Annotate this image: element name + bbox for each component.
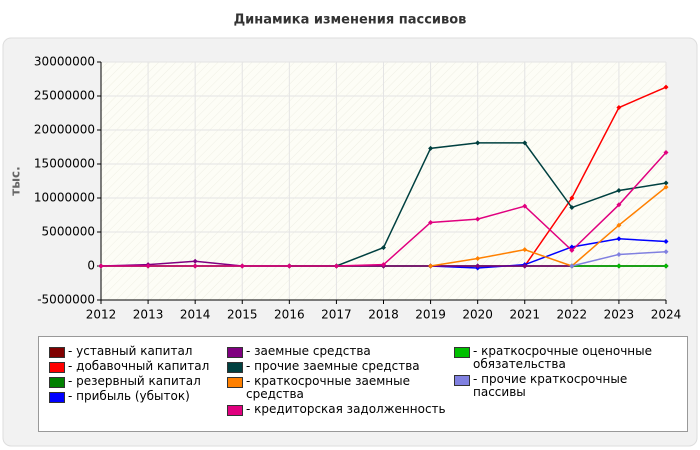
x-tick-label: 2019 [415, 308, 446, 322]
data-point [663, 239, 669, 245]
data-point [569, 195, 575, 201]
data-point [98, 263, 104, 269]
legend-swatch [227, 362, 243, 373]
legend-item: заемные средства [227, 345, 454, 358]
series-line [430, 186, 667, 267]
data-point [522, 263, 528, 269]
data-point [333, 263, 339, 269]
data-point [522, 140, 528, 146]
y-axis-label: тыс. [9, 166, 23, 195]
legend-label: краткосрочные оценочные обязательства [473, 345, 653, 371]
legend-column: краткосрочные оценочные обязательствапро… [454, 345, 654, 431]
data-point [616, 105, 622, 111]
data-point [428, 263, 434, 269]
data-point [616, 222, 622, 228]
data-point [428, 219, 434, 225]
data-point [616, 251, 622, 257]
x-tick-label: 2024 [651, 308, 682, 322]
legend-swatch [227, 347, 243, 358]
legend-item: краткосрочные оценочные обязательства [454, 345, 654, 371]
data-point [475, 263, 481, 269]
legend-swatch [49, 392, 65, 403]
x-tick-label: 2012 [86, 308, 117, 322]
x-tick-label: 2020 [462, 308, 493, 322]
data-point [663, 184, 669, 190]
legend-label: уставный капитал [68, 345, 192, 358]
data-point [381, 245, 386, 251]
y-tick-label: 15000000 [34, 157, 95, 171]
data-point [569, 205, 575, 211]
y-tick-label: 5000000 [42, 225, 95, 239]
legend-label: прочие краткосрочные пассивы [473, 373, 653, 399]
legend-item: уставный капитал [49, 345, 227, 358]
data-point [522, 203, 528, 209]
legend-label: кредиторская задолженность [246, 403, 445, 416]
data-point [381, 262, 386, 268]
legend-swatch [49, 362, 65, 373]
x-tick-label: 2022 [557, 308, 588, 322]
x-tick-label: 2018 [368, 308, 399, 322]
x-tick-label: 2017 [321, 308, 352, 322]
legend-label: добавочный капитал [68, 360, 209, 373]
legend-item: прочие краткосрочные пассивы [454, 373, 654, 399]
y-tick-label: 0 [87, 259, 95, 273]
data-point [192, 258, 198, 264]
legend-label: прибыль (убыток) [68, 390, 190, 403]
data-point [663, 249, 669, 255]
data-point [616, 202, 622, 208]
data-point [192, 263, 198, 269]
series-line [430, 238, 667, 269]
y-tick-label: -5000000 [37, 293, 95, 307]
chart-title: Динамика изменения пассивов [234, 13, 467, 28]
legend-swatch [49, 347, 65, 358]
legend-swatch [454, 347, 470, 358]
x-tick-label: 2015 [227, 308, 258, 322]
legend-swatch [454, 375, 470, 386]
y-tick-label: 20000000 [34, 123, 95, 137]
data-point [663, 84, 669, 90]
legend-label: краткосрочные заемные средства [246, 375, 453, 401]
data-point [616, 263, 622, 269]
y-tick-label: 30000000 [34, 55, 95, 69]
legend-item: прибыль (убыток) [49, 390, 227, 403]
legend-label: прочие заемные средства [246, 360, 420, 373]
legend-swatch [49, 377, 65, 388]
legend-swatch [227, 377, 243, 388]
legend-column: уставный капитал добавочный капитал резерв… [49, 345, 227, 431]
data-point [616, 236, 622, 242]
legend-item: добавочный капитал [49, 360, 227, 373]
legend-item: кредиторская задолженность [227, 403, 454, 416]
x-tick-label: 2016 [274, 308, 305, 322]
data-point [569, 247, 575, 253]
legend-swatch [227, 405, 243, 416]
data-point [663, 180, 669, 186]
x-tick-label: 2023 [604, 308, 635, 322]
legend-label: резервный капитал [68, 375, 201, 388]
data-point [428, 145, 434, 151]
legend-item: краткосрочные заемные средства [227, 375, 454, 401]
data-point [475, 256, 481, 262]
y-tick-label: 25000000 [34, 89, 95, 103]
y-tick-label: 10000000 [34, 191, 95, 205]
legend-column: заемные средства прочие заемные средства к… [227, 345, 454, 431]
data-point [286, 263, 292, 269]
legend: уставный капитал добавочный капитал резерв… [38, 336, 688, 432]
data-point [663, 149, 669, 155]
data-point [616, 188, 622, 194]
data-point [569, 263, 575, 269]
data-point [663, 263, 669, 269]
legend-item: прочие заемные средства [227, 360, 454, 373]
series-line [524, 86, 667, 267]
data-point [522, 247, 528, 253]
legend-label: заемные средства [246, 345, 371, 358]
x-tick-label: 2021 [509, 308, 540, 322]
data-point [475, 216, 481, 222]
legend-item: резервный капитал [49, 375, 227, 388]
data-point [145, 263, 151, 269]
data-point [475, 140, 481, 146]
x-tick-label: 2014 [180, 308, 211, 322]
x-tick-label: 2013 [133, 308, 164, 322]
data-point [239, 263, 245, 269]
